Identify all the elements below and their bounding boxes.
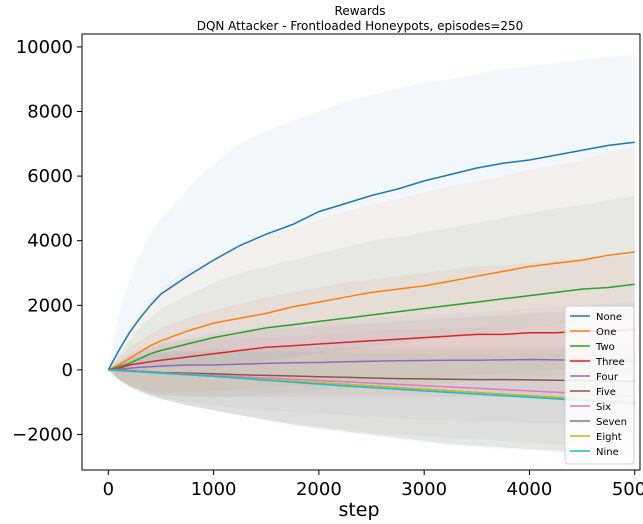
plot-frame	[81, 33, 641, 471]
x-tick-label: 5000	[612, 479, 643, 500]
y-tick-label: 8000	[27, 102, 73, 123]
series-line-three	[108, 328, 635, 371]
x-tick-label: 1000	[191, 479, 237, 500]
x-tick-label: 3000	[401, 479, 447, 500]
band-two	[108, 195, 635, 398]
band-none	[108, 55, 635, 374]
confidence-bands	[108, 55, 635, 458]
legend-label-six: Six	[596, 402, 611, 413]
band-three	[108, 255, 635, 399]
x-tick-label: 2000	[296, 479, 342, 500]
y-tick-label: 4000	[27, 231, 73, 252]
y-tick-label: 0	[62, 360, 73, 381]
band-one	[108, 147, 635, 393]
band-nine	[108, 352, 635, 458]
y-axis-ticks: −2000 0 2000 4000 6000 8000 10000	[12, 37, 82, 445]
chart-subtitle: DQN Attacker - Frontloaded Honeypots, ep…	[197, 19, 524, 33]
legend: None One Two Three Four Five Six Seven Eight Nine	[564, 305, 635, 465]
legend-label-four: Four	[596, 372, 619, 383]
y-tick-label: −2000	[12, 424, 73, 445]
chart-title: Rewards	[335, 4, 386, 18]
band-six	[108, 324, 635, 456]
series-line-four	[108, 358, 635, 371]
series-line-one	[107, 251, 635, 371]
x-axis-label: step	[338, 499, 379, 521]
x-axis-ticks: 0 1000 2000 3000 4000 5000	[103, 470, 643, 500]
series-line-two	[108, 283, 635, 371]
y-tick-label: 10000	[16, 37, 73, 58]
x-tick-label: 0	[103, 479, 114, 500]
legend-label-one: One	[596, 327, 616, 338]
x-tick-label: 4000	[507, 479, 553, 500]
legend-label-none: None	[596, 312, 622, 323]
legend-label-eight: Eight	[596, 432, 622, 443]
legend-label-five: Five	[596, 387, 616, 398]
y-tick-label: 2000	[27, 295, 73, 316]
legend-label-two: Two	[595, 342, 615, 353]
series-line-none	[107, 141, 635, 371]
series-line-nine	[108, 369, 635, 405]
legend-label-three: Three	[595, 357, 625, 368]
legend-label-nine: Nine	[596, 447, 619, 458]
series-lines	[107, 141, 635, 405]
legend-label-seven: Seven	[596, 417, 627, 428]
y-tick-label: 6000	[27, 166, 73, 187]
